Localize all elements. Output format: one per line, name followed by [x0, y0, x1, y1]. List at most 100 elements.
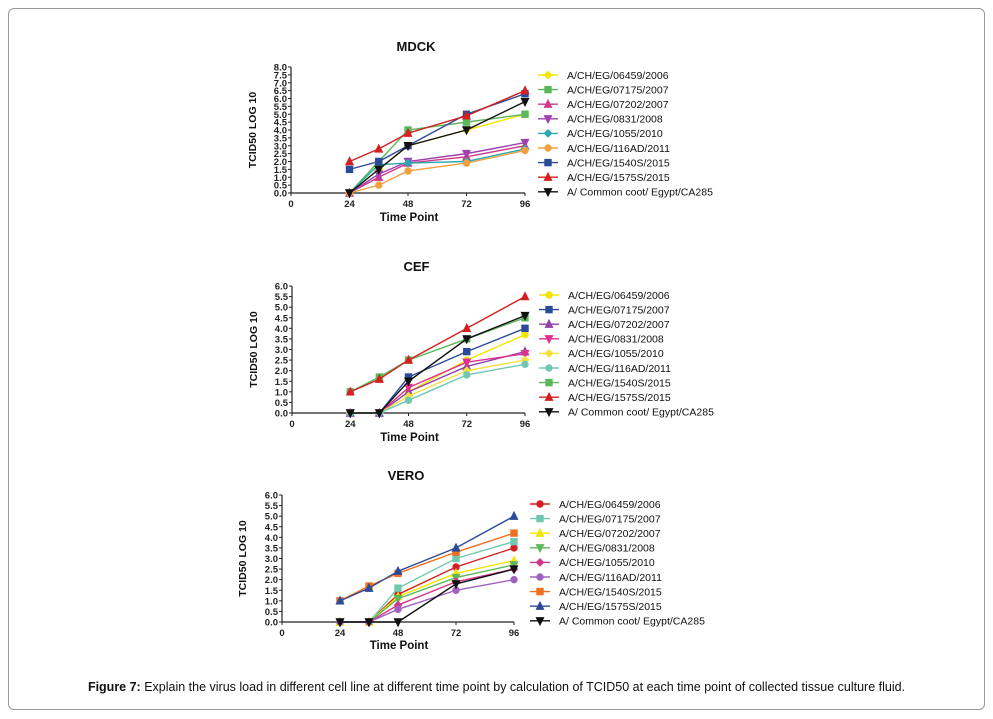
data-point: [403, 377, 414, 387]
caption-text: Explain the virus load in different cell…: [140, 680, 906, 694]
x-tick-label: 72: [461, 199, 472, 210]
y-tick-label: 5.5: [265, 501, 279, 512]
legend-marker: [544, 408, 554, 418]
y-tick-label: 4.5: [265, 522, 279, 533]
y-tick-label: 1.5: [274, 165, 288, 176]
data-point: [393, 618, 403, 628]
x-tick-label: 48: [403, 419, 414, 430]
legend-marker: [536, 514, 544, 523]
legend-label: A/CH/EG/07202/2007: [567, 99, 669, 111]
series-line-group: [335, 565, 519, 628]
y-tick-label: 1.5: [275, 377, 289, 388]
data-point: [404, 396, 413, 404]
y-tick-label: 5.0: [274, 110, 287, 121]
data-point: [509, 510, 519, 520]
legend-label: A/CH/EG/1540S/2015: [567, 157, 670, 169]
data-point: [394, 605, 402, 613]
legend-label: A/CH/EG/07202/2007: [568, 319, 670, 331]
chart-cef: CEF 0.00.51.01.52.02.53.03.54.04.55.05.56…: [248, 259, 714, 444]
data-point: [345, 165, 354, 174]
legend-marker: [535, 527, 545, 537]
legend-label: A/CH/EG/0831/2008: [559, 543, 655, 555]
series-line-group: [346, 324, 529, 417]
data-point: [344, 156, 355, 166]
data-point: [463, 347, 471, 356]
data-point: [375, 181, 383, 189]
series-line: [340, 568, 515, 623]
legend-marker: [535, 557, 545, 567]
data-point: [403, 142, 413, 152]
legend-label: A/ Common coot/ Egypt/CA285: [559, 616, 705, 628]
legend-label: A/CH/EG/07202/2007: [559, 528, 661, 540]
legend-label: A/CH/EG/1055/2010: [559, 557, 655, 569]
y-tick-label: 4.0: [265, 533, 278, 544]
x-tick-label: 0: [288, 199, 293, 210]
data-point: [521, 110, 529, 118]
data-point: [461, 149, 472, 159]
y-tick-label: 3.5: [274, 133, 288, 144]
y-tick-label: 5.0: [265, 512, 278, 523]
series-line-group: [345, 311, 530, 419]
y-tick-label: 5.5: [275, 292, 289, 303]
series-line: [348, 113, 526, 194]
legend-label: A/CH/EG/116AD/2011: [559, 572, 662, 584]
legend-label: A/ Common coot/ Egypt/CA285: [567, 187, 713, 199]
chart-title: VERO: [388, 468, 425, 483]
legend-label: A/CH/EG/116AD/2011: [567, 143, 670, 155]
data-point: [521, 146, 529, 155]
data-point: [461, 110, 472, 120]
y-tick-label: 4.0: [275, 324, 288, 335]
y-tick-label: 6.0: [274, 94, 287, 105]
data-point: [403, 354, 414, 364]
x-tick-label: 96: [520, 419, 531, 430]
series-line-group: [344, 140, 530, 197]
data-point: [335, 618, 345, 628]
y-tick-label: 2.5: [274, 149, 288, 160]
data-point: [521, 360, 529, 369]
data-point: [374, 143, 384, 153]
y-tick-label: 1.0: [275, 387, 288, 398]
y-tick-label: 2.5: [275, 356, 289, 367]
y-tick-label: 0.5: [265, 607, 279, 618]
legend-label: A/CH/EG/0831/2008: [568, 334, 664, 346]
y-tick-label: 3.0: [275, 345, 288, 356]
x-tick-label: 24: [345, 419, 356, 430]
x-tick-label: 0: [289, 419, 294, 430]
legend-marker: [543, 188, 553, 198]
data-point: [462, 358, 472, 368]
data-point: [451, 542, 461, 552]
data-point: [462, 323, 472, 333]
y-tick-label: 0.0: [265, 618, 278, 629]
y-tick-label: 5.5: [274, 102, 288, 113]
y-tick-label: 2.0: [265, 575, 278, 586]
data-point: [520, 85, 530, 95]
x-tick-label: 48: [393, 628, 404, 639]
series-line: [350, 327, 526, 414]
legend-marker: [543, 70, 553, 80]
y-tick-label: 6.0: [275, 282, 288, 293]
y-tick-label: 6.5: [274, 86, 288, 97]
data-point: [520, 97, 530, 107]
legend-marker: [544, 318, 554, 328]
legend-label: A/CH/EG/1575S/2015: [568, 392, 671, 404]
legend-marker: [544, 335, 554, 345]
legend-marker: [536, 500, 544, 508]
data-point: [510, 529, 518, 537]
y-tick-label: 1.0: [265, 596, 278, 607]
legend-marker: [545, 291, 553, 299]
data-point: [403, 158, 413, 168]
x-tick-label: 24: [335, 628, 346, 639]
series-line: [340, 540, 515, 623]
y-axis-label: TCID50 LOG 10: [247, 92, 259, 169]
data-point: [462, 118, 471, 126]
series-line-group: [344, 85, 530, 166]
y-tick-label: 2.5: [265, 565, 279, 576]
y-tick-label: 3.0: [274, 141, 287, 152]
legend-marker: [545, 305, 553, 314]
data-point: [403, 127, 413, 137]
chart-title: MDCK: [397, 39, 437, 54]
legend-label: A/CH/EG/1575S/2015: [559, 601, 662, 613]
data-point: [394, 584, 402, 592]
legend-label: A/CH/EG/1540S/2015: [559, 586, 662, 598]
